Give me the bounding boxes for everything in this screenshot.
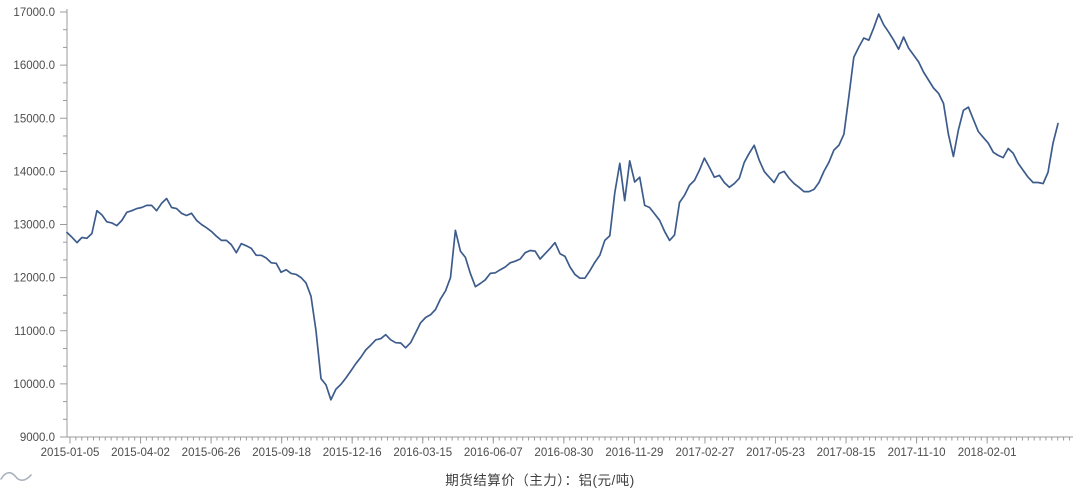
svg-text:9000.0: 9000.0 xyxy=(20,432,55,444)
svg-text:12000.0: 12000.0 xyxy=(13,273,55,285)
svg-text:14000.0: 14000.0 xyxy=(13,166,55,178)
svg-text:2017-02-27: 2017-02-27 xyxy=(676,447,735,459)
svg-text:2016-06-07: 2016-06-07 xyxy=(464,447,523,459)
svg-text:2015-04-02: 2015-04-02 xyxy=(111,447,170,459)
svg-text:16000.0: 16000.0 xyxy=(13,60,55,72)
svg-text:2017-11-10: 2017-11-10 xyxy=(888,447,946,459)
svg-text:2015-06-26: 2015-06-26 xyxy=(182,447,241,459)
svg-text:10000.0: 10000.0 xyxy=(13,379,55,391)
svg-text:2016-11-29: 2016-11-29 xyxy=(605,447,663,459)
svg-text:15000.0: 15000.0 xyxy=(13,113,55,125)
svg-text:2017-08-15: 2017-08-15 xyxy=(817,447,876,459)
svg-text:2018-02-01: 2018-02-01 xyxy=(958,447,1017,459)
svg-text:2015-09-18: 2015-09-18 xyxy=(252,447,311,459)
svg-text:2016-03-15: 2016-03-15 xyxy=(393,447,452,459)
svg-text:2016-08-30: 2016-08-30 xyxy=(534,447,593,459)
svg-text:17000.0: 17000.0 xyxy=(13,7,55,19)
svg-text:2017-05-23: 2017-05-23 xyxy=(746,447,805,459)
svg-text:11000.0: 11000.0 xyxy=(14,326,55,338)
svg-text:13000.0: 13000.0 xyxy=(13,220,55,232)
svg-text:2015-01-05: 2015-01-05 xyxy=(41,447,100,459)
svg-text:2015-12-16: 2015-12-16 xyxy=(323,447,382,459)
